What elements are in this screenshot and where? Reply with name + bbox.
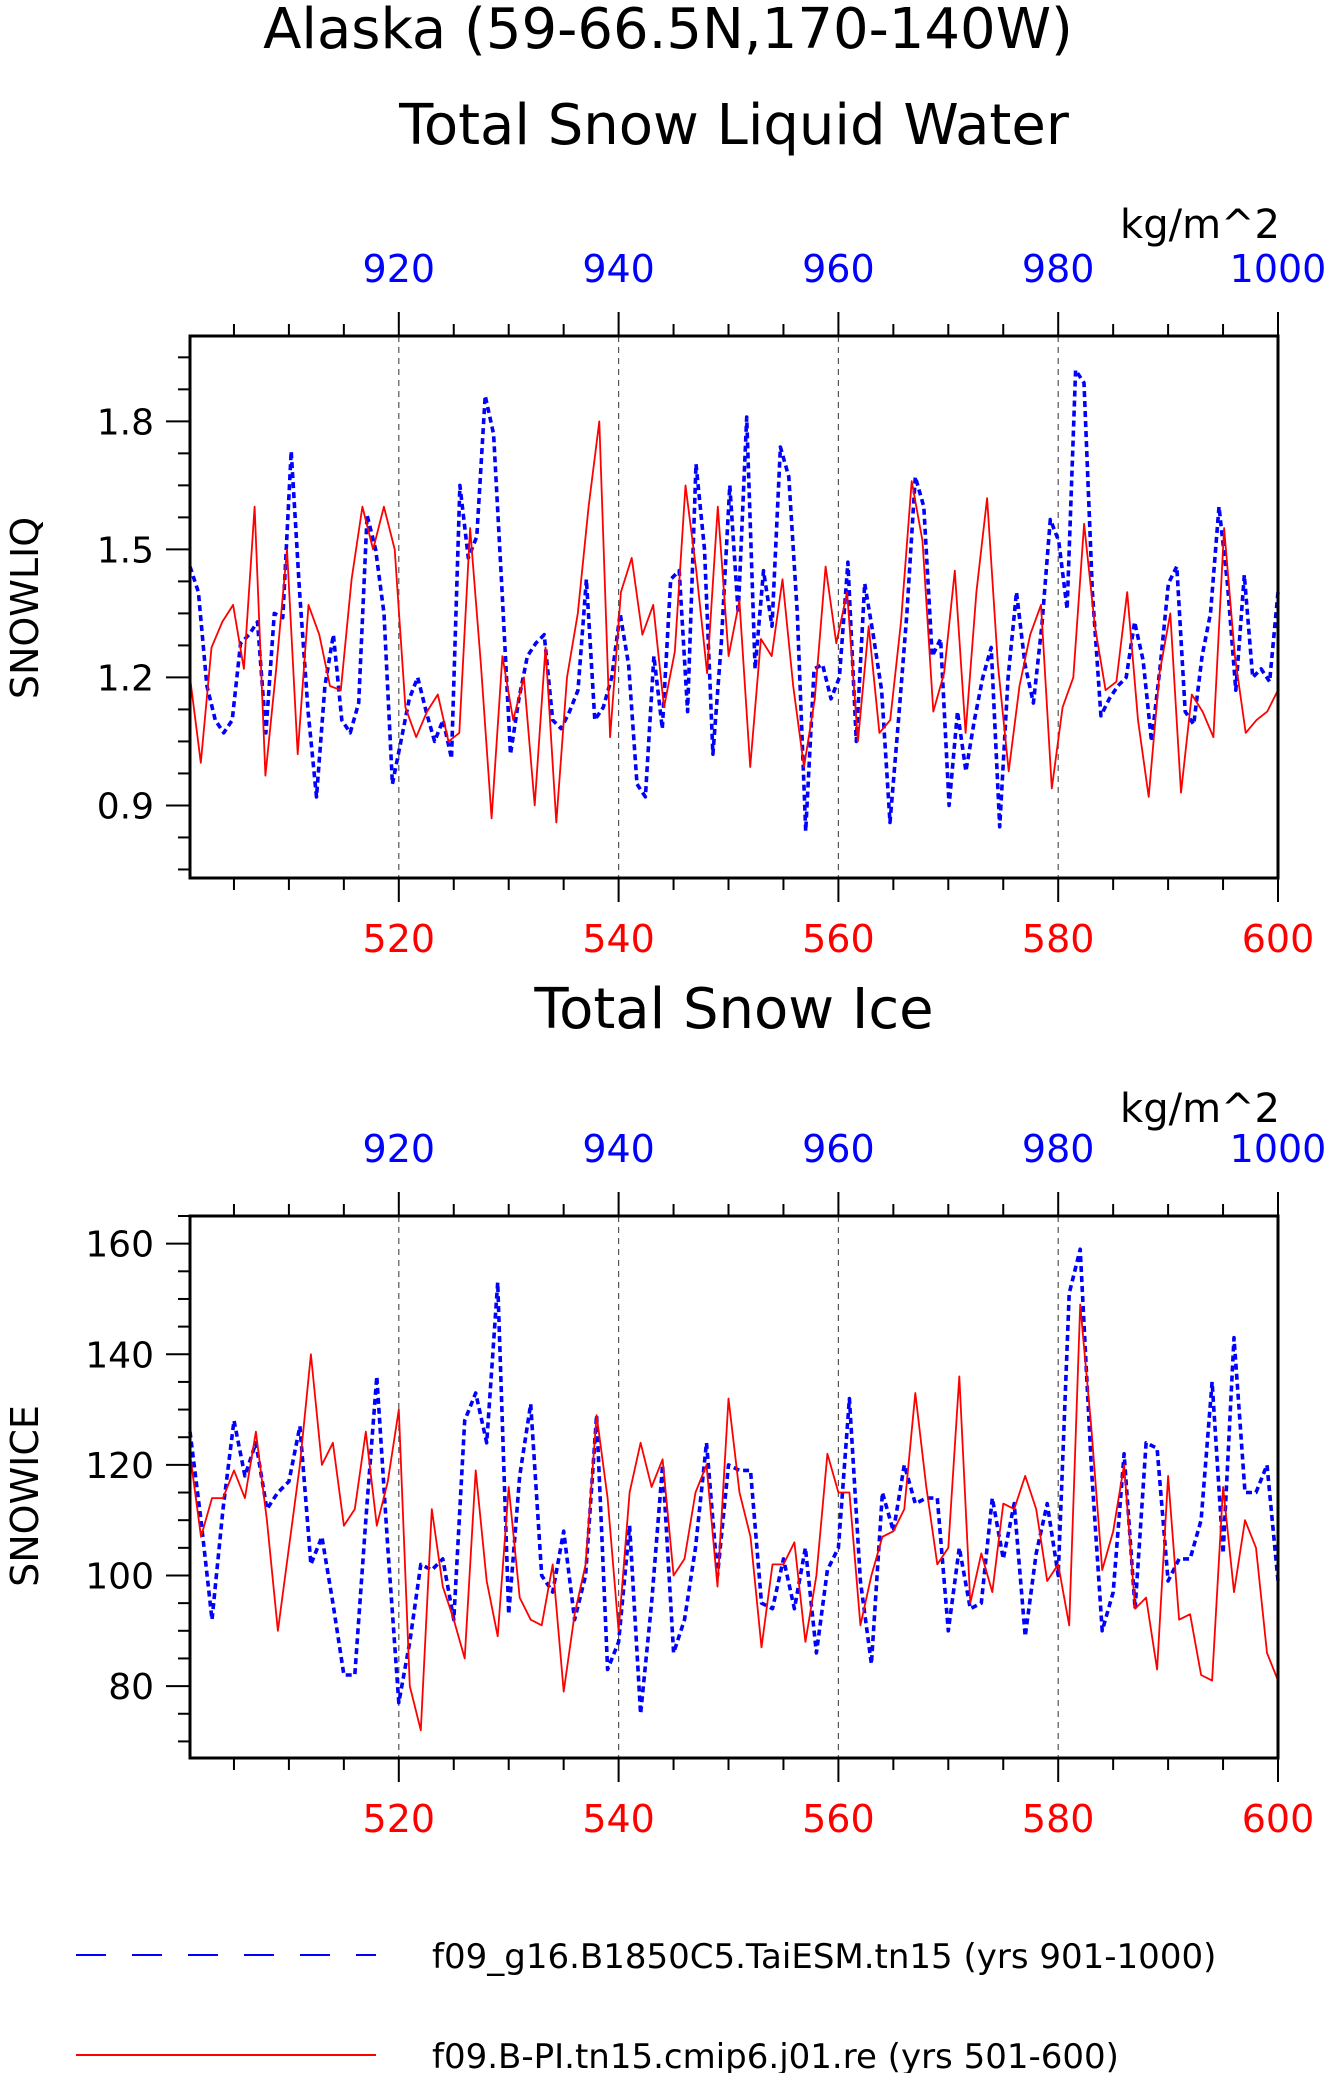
x-bottom-tick-label: 580 [1022, 917, 1095, 961]
y-tick-label: 80 [108, 1667, 154, 1708]
plot-frame [188, 1214, 1280, 1760]
y-axis-label: SNOWICE [3, 1405, 47, 1587]
figure-title: Alaska (59-66.5N,170-140W) [263, 0, 1073, 62]
legend-red-label: f09.B-PI.tn15.cmip6.j01.re (yrs 501-600) [432, 2037, 1119, 2073]
y-tick-label: 1.2 [97, 658, 154, 699]
x-bottom-tick-label: 560 [802, 1797, 875, 1841]
blue-series-line [188, 368, 1280, 833]
x-top-tick-label: 920 [363, 247, 436, 291]
x-top-tick-label: 960 [802, 1127, 875, 1171]
y-axis-label: SNOWLIQ [3, 517, 47, 699]
legend-blue-label: f09_g16.B1850C5.TaiESM.tn15 (yrs 901-100… [432, 1937, 1216, 1977]
blue-series-line [188, 1247, 1280, 1716]
x-bottom-tick-label: 540 [582, 917, 655, 961]
x-bottom-tick-label: 600 [1242, 917, 1315, 961]
units-label: kg/m^2 [1120, 1086, 1280, 1132]
x-bottom-tick-label: 520 [363, 917, 436, 961]
x-top-tick-label: 980 [1022, 247, 1095, 291]
x-top-tick-label: 960 [802, 247, 875, 291]
x-top-tick-label: 1000 [1230, 1127, 1327, 1171]
y-tick-label: 140 [85, 1335, 154, 1376]
x-bottom-tick-label: 600 [1242, 1797, 1315, 1841]
y-tick-label: 1.5 [97, 530, 154, 571]
y-tick-label: 120 [85, 1446, 154, 1487]
snowliq-panel: Total Snow Liquid Water kg/m^2 SNOWLIQ 5… [3, 93, 1326, 961]
panel-title: Total Snow Liquid Water [398, 93, 1070, 158]
plot-area: 520 540 560 580 600 920 940 960 980 1000 0.9 1.2 1.5… [97, 247, 1327, 961]
x-top-tick-label: 940 [582, 1127, 655, 1171]
snowice-panel: Total Snow Ice kg/m^2 SNOWICE 520 540 560 5… [3, 977, 1326, 1841]
legend: f09_g16.B1850C5.TaiESM.tn15 (yrs 901-100… [76, 1937, 1216, 2073]
y-tick-label: 160 [85, 1225, 154, 1266]
x-bottom-tick-label: 580 [1022, 1797, 1095, 1841]
panel-title: Total Snow Ice [533, 977, 933, 1042]
y-tick-label: 1.8 [97, 402, 154, 443]
x-top-tick-label: 920 [363, 1127, 436, 1171]
plot-area: 520 540 560 580 600 920 940 960 980 1000 80 100 120 1… [85, 1127, 1326, 1841]
x-top-tick-label: 980 [1022, 1127, 1095, 1171]
plot-frame [188, 334, 1280, 880]
units-label: kg/m^2 [1120, 202, 1280, 248]
x-bottom-tick-label: 560 [802, 917, 875, 961]
x-top-tick-label: 940 [582, 247, 655, 291]
x-bottom-tick-label: 540 [582, 1797, 655, 1841]
x-top-tick-label: 1000 [1230, 247, 1327, 291]
red-series-line [189, 420, 1279, 824]
x-bottom-tick-label: 520 [363, 1797, 436, 1841]
red-series-line [189, 1303, 1279, 1732]
y-tick-label: 100 [85, 1556, 154, 1597]
y-tick-label: 0.9 [97, 786, 154, 827]
